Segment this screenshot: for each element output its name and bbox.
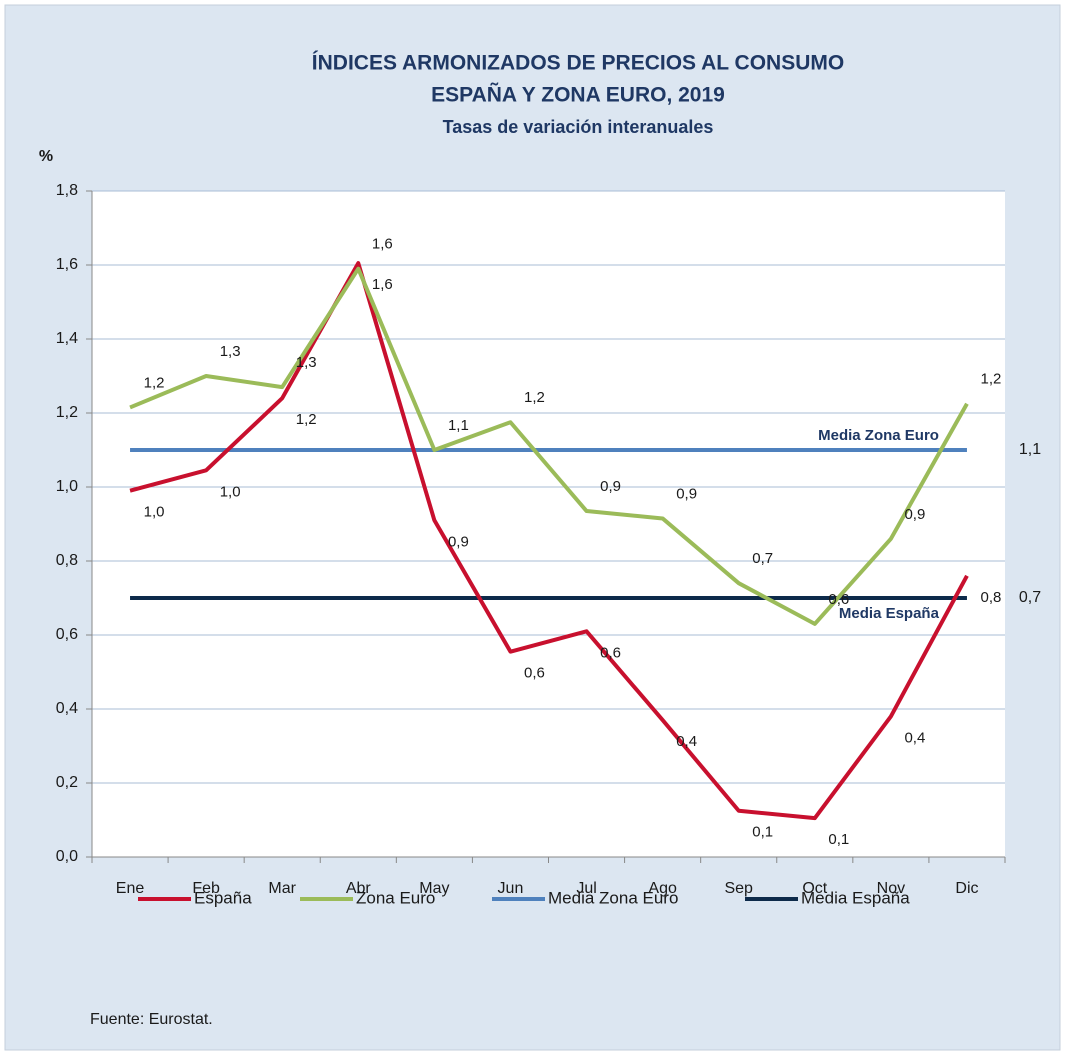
data-label: 1,3 [296,354,317,371]
data-label: 1,3 [220,343,241,360]
data-label: 1,6 [372,276,393,293]
y-tick-label: 1,6 [56,256,78,273]
x-tick-label: Ago [648,880,677,897]
x-tick-label: Feb [192,880,220,897]
legend-label: Zona Euro [356,888,435,907]
data-label: 0,9 [904,506,925,523]
data-label: 0,6 [524,665,545,682]
data-label: 0,1 [752,824,773,841]
data-label: 1,2 [524,389,545,406]
y-tick-label: 1,8 [56,182,78,199]
data-label: 0,1 [828,831,849,848]
data-label: 0,9 [600,478,621,495]
y-tick-label: 0,4 [56,700,78,717]
data-label: 1,0 [220,483,241,500]
y-tick-label: 0,6 [56,626,78,643]
data-label: 0,9 [676,485,697,502]
source: Fuente: Eurostat. [90,1011,213,1028]
reference-line-label: Media España [839,605,940,622]
x-tick-label: Abr [346,880,372,897]
y-tick-label: 0,0 [56,848,78,865]
data-label: 1,6 [372,236,393,253]
x-tick-label: Nov [877,880,905,897]
data-label: 1,1 [448,417,469,434]
data-label: 0,4 [904,729,925,746]
y-tick-label: 0,2 [56,774,78,791]
data-label: 1,2 [144,374,165,391]
data-label: 0,4 [676,733,697,750]
y-tick-label: 1,4 [56,330,78,347]
x-tick-label: May [419,880,449,897]
y-tick-label: 0,8 [56,552,78,569]
series-line [129,266,969,626]
x-tick-label: Dic [955,880,978,897]
y-tick-label: 1,0 [56,478,78,495]
x-tick-label: Jun [498,880,524,897]
x-tick-label: Oct [802,880,827,897]
series-line [129,261,969,821]
reference-value-label: 0,7 [1019,589,1041,606]
reference-value-label: 1,1 [1019,441,1041,458]
chart-title: ÍNDICES ARMONIZADOS DE PRECIOS AL CONSUM… [312,52,844,75]
data-label: 0,7 [752,550,773,567]
legend-label: España [194,888,252,907]
x-tick-label: Jul [576,880,596,897]
data-label: 1,2 [296,411,317,428]
data-label: 0,6 [600,644,621,661]
x-tick-label: Ene [116,880,145,897]
chart-subtitle: Tasas de variación interanuales [443,117,714,137]
legend-label: Media Zona Euro [548,888,678,907]
plot-area [92,191,1005,857]
data-label: 1,2 [981,371,1002,388]
data-label: 0,9 [448,533,469,550]
x-tick-label: Mar [268,880,296,897]
y-axis-label: % [39,148,53,165]
legend-label: Media España [801,888,910,907]
y-tick-label: 1,2 [56,404,78,421]
data-label: 0,6 [828,591,849,608]
x-tick-label: Sep [724,880,753,897]
data-label: 0,8 [981,589,1002,606]
data-label: 1,0 [144,504,165,521]
reference-line-label: Media Zona Euro [818,427,939,444]
chart-title: ESPAÑA Y ZONA EURO, 2019 [431,84,725,107]
